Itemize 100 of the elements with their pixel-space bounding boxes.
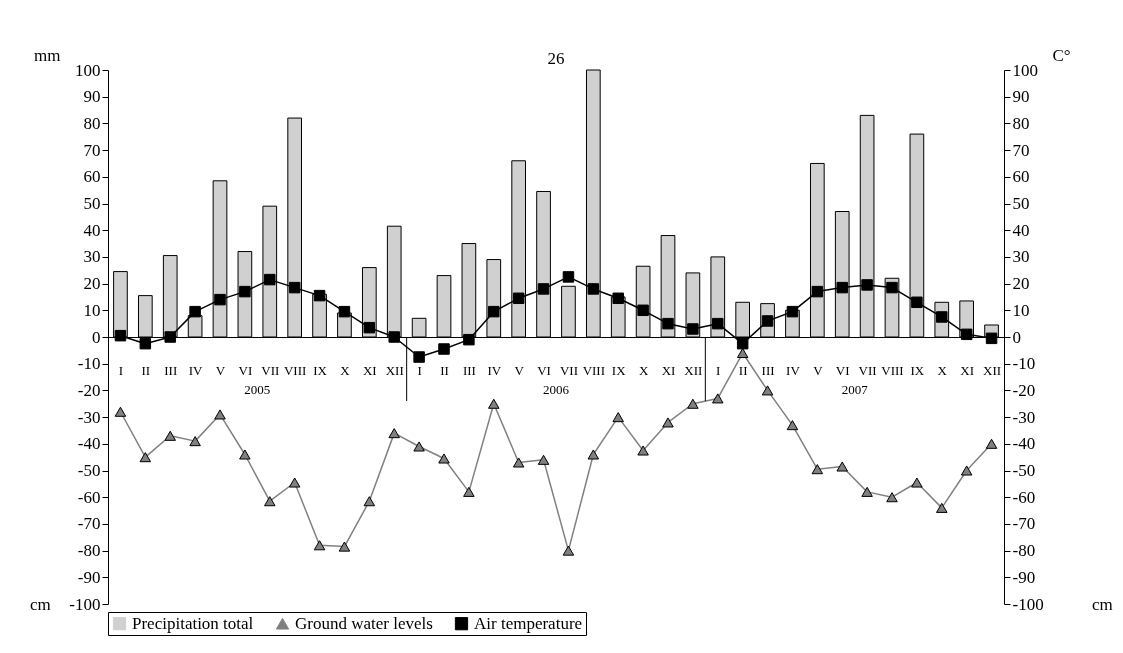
x-tick-label: VII: [559, 362, 578, 378]
y-tick-label: 30: [83, 247, 101, 267]
point: [214, 293, 226, 306]
x-tick-label: IV: [786, 362, 801, 378]
point: [537, 283, 550, 295]
point: [936, 502, 948, 513]
x-tick-label: I: [417, 362, 422, 378]
y2-tick-label: -10: [1012, 354, 1036, 374]
point: [960, 328, 973, 341]
point: [264, 273, 276, 286]
y-tick-label: -100: [69, 594, 101, 614]
point: [637, 304, 649, 317]
y2-tick-label: 50: [1012, 194, 1030, 213]
y2-tick-label: -100: [1012, 594, 1044, 614]
point: [761, 385, 774, 396]
point: [612, 292, 624, 305]
point: [861, 486, 873, 497]
x-tick-label: VI: [835, 362, 850, 378]
legend-label: Precipitation total: [132, 613, 254, 633]
point: [960, 465, 973, 476]
y2-tick-label: -70: [1012, 514, 1036, 534]
x-tick-label: X: [937, 362, 948, 378]
point: [438, 343, 450, 355]
x-tick-label: IX: [910, 362, 925, 378]
x-tick-label: VIII: [283, 362, 307, 378]
point: [164, 331, 176, 343]
point: [363, 321, 376, 334]
point: [288, 281, 301, 294]
point: [861, 279, 873, 291]
point: [662, 417, 674, 428]
point: [985, 332, 998, 345]
x-tick-label: II: [440, 362, 449, 378]
point: [911, 296, 923, 309]
x-tick-label: IX: [611, 362, 627, 378]
y2-tick-label: -90: [1012, 567, 1036, 587]
y2-tick-label: 90: [1012, 87, 1030, 107]
x-tick-label: II: [141, 362, 151, 378]
y-tick-label: 0: [92, 327, 101, 347]
x-tick-label: VII: [858, 362, 877, 378]
annotation: 2005: [244, 382, 271, 397]
x-tick-label: IV: [188, 362, 204, 378]
point: [114, 406, 127, 417]
text: 26: [547, 49, 565, 68]
point: [338, 541, 351, 552]
point: [736, 337, 749, 350]
y-tick-label: 90: [83, 87, 101, 107]
point: [911, 477, 923, 488]
y-tick-label: 10: [83, 300, 101, 320]
y-axis-title: mm: [34, 45, 61, 65]
x-tick-label: XII: [983, 362, 1002, 378]
x-tick-label: IV: [487, 362, 502, 378]
y-tick-label: -90: [77, 567, 101, 587]
point: [612, 412, 624, 423]
y2-tick-label: -20: [1012, 380, 1036, 400]
point: [662, 317, 674, 330]
y-tick-label: -20: [77, 380, 101, 400]
point: [811, 285, 824, 298]
point: [488, 305, 500, 318]
point: [388, 331, 400, 343]
point: [288, 477, 301, 488]
point: [463, 486, 475, 497]
point: [313, 540, 326, 551]
y2-tick-label: 80: [1012, 113, 1030, 133]
point: [313, 289, 326, 302]
x-tick-label: III: [164, 362, 178, 378]
point: [139, 452, 152, 463]
x-tick-label: V: [813, 362, 824, 378]
x-tick-label: III: [761, 362, 775, 378]
point: [736, 347, 749, 359]
point: [189, 305, 201, 318]
legend-label: Ground water levels: [295, 613, 433, 633]
point: [562, 271, 575, 283]
point: [712, 317, 724, 330]
legend-label: Air temperature: [474, 613, 583, 633]
point: [388, 428, 400, 439]
y2-tick-label: 0: [1012, 327, 1021, 347]
point: [164, 430, 176, 441]
point: [264, 496, 276, 507]
point: [463, 333, 475, 346]
x-tick-label: V: [514, 362, 525, 378]
point: [811, 464, 824, 475]
x-tick-label: X: [638, 362, 649, 378]
point: [587, 283, 600, 295]
y2-tick-label: -30: [1012, 407, 1036, 427]
point: [114, 329, 127, 342]
annotation: 2007: [841, 382, 869, 397]
point: [836, 281, 848, 294]
point: [712, 393, 724, 404]
point: [363, 496, 376, 507]
point: [438, 453, 450, 464]
bar: [436, 275, 452, 338]
y-tick-label: 80: [83, 113, 101, 133]
y-tick-label: -80: [77, 541, 101, 561]
x-tick-label: XII: [385, 362, 404, 378]
text: cm: [1092, 595, 1113, 614]
y2-tick-label: -80: [1012, 541, 1036, 561]
y-tick-label: -70: [77, 514, 101, 534]
point: [836, 461, 848, 472]
y-tick-label: -40: [77, 434, 101, 454]
point: [886, 281, 898, 294]
